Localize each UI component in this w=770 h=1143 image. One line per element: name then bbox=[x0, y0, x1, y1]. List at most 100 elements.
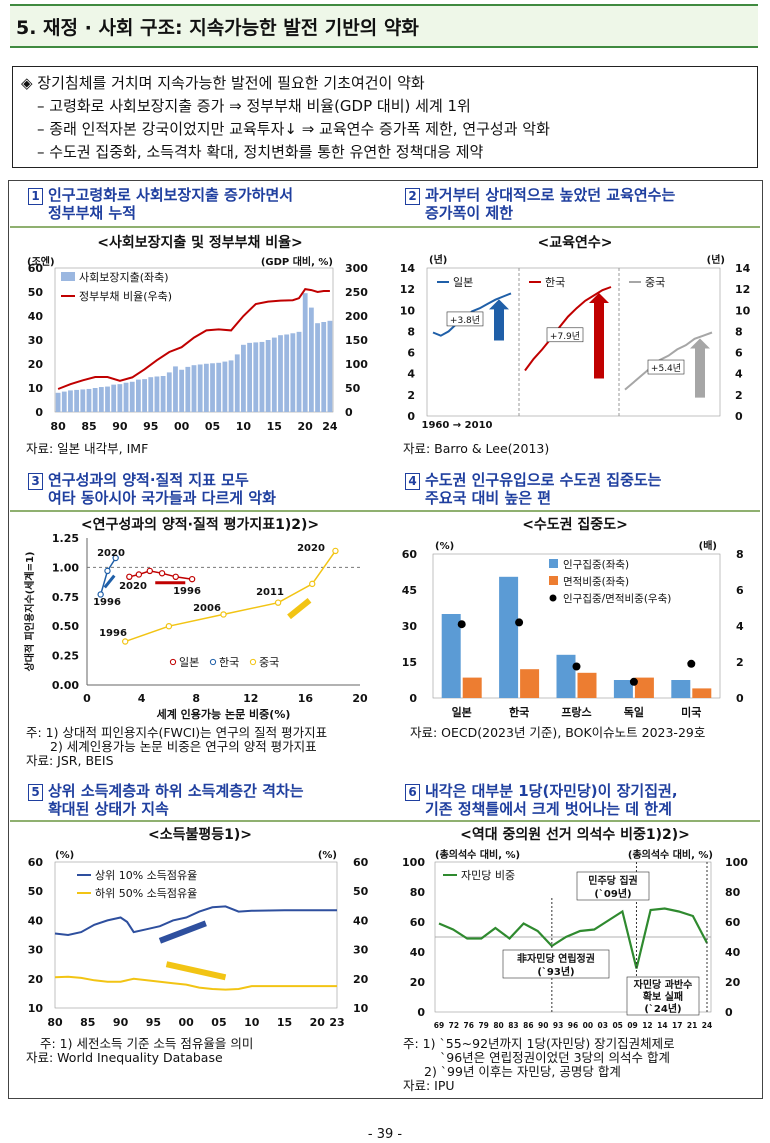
data-point bbox=[515, 618, 524, 627]
series-line bbox=[57, 288, 330, 390]
y-tick-right: 20 bbox=[725, 976, 741, 989]
bar bbox=[216, 362, 222, 412]
y-tick-left: 100 bbox=[402, 856, 425, 869]
series-line bbox=[124, 550, 337, 643]
legend-swatch bbox=[61, 272, 75, 281]
y-tick-left: 50 bbox=[28, 885, 44, 898]
y-tick-left: 10 bbox=[400, 304, 416, 317]
data-point bbox=[158, 570, 166, 577]
data-point bbox=[457, 620, 466, 629]
y-tick-right: 60 bbox=[353, 856, 369, 869]
annotation-label: 1996 bbox=[93, 597, 121, 608]
bar bbox=[556, 654, 576, 698]
x-tick: 69 bbox=[434, 1021, 444, 1030]
data-point bbox=[572, 662, 581, 671]
legend-marker bbox=[169, 658, 177, 666]
y-tick-left: 14 bbox=[400, 262, 416, 275]
chart-4-title: <수도권 집중도> bbox=[522, 517, 628, 533]
annotation-label: 1996 bbox=[173, 586, 201, 597]
y-tick-right: 20 bbox=[353, 973, 369, 986]
plot-area bbox=[426, 267, 721, 417]
note-6-3: 2) `99년 이후는 자민당, 공명당 합계 bbox=[424, 1064, 621, 1079]
x-tick: 90 bbox=[113, 1016, 129, 1029]
y-tick-right: 10 bbox=[353, 1002, 369, 1015]
y-tick-left: 60 bbox=[28, 262, 44, 275]
y-tick-left: 40 bbox=[410, 946, 426, 959]
x-tick: 90 bbox=[538, 1021, 548, 1030]
bar bbox=[80, 389, 86, 412]
y-tick: 0.00 bbox=[52, 679, 79, 692]
y-tick: 1.25 bbox=[52, 532, 79, 545]
chart-education-years: (년) (년) 0 0 2 2 4 4 6 6 8 8 10 10 12 12 14 14 일본 +3.8년 한국 +7.… bbox=[400, 253, 751, 431]
x-tick: 17 bbox=[672, 1021, 682, 1030]
bar bbox=[327, 320, 333, 412]
axis-unit: (GDP 대비, %) bbox=[261, 255, 333, 268]
x-tick: 24 bbox=[322, 420, 338, 433]
y-tick-left: 40 bbox=[28, 914, 44, 927]
bar bbox=[271, 337, 277, 412]
summary-box: ◈ 장기침체를 거치며 지속가능한 발전에 필요한 기초여건이 약화 – 고령화… bbox=[12, 66, 758, 168]
bar bbox=[315, 323, 320, 412]
series-line bbox=[438, 907, 708, 969]
data-point bbox=[687, 659, 696, 668]
bar bbox=[499, 576, 519, 698]
y-tick-left: 4 bbox=[407, 368, 415, 381]
summary-line: ◈ 장기침체를 거치며 지속가능한 발전에 필요한 기초여건이 약화 bbox=[21, 74, 425, 92]
legend-swatch bbox=[549, 559, 558, 568]
legend-label: 자민당 비중 bbox=[461, 869, 515, 882]
x-tick: 8 bbox=[192, 692, 200, 705]
bar bbox=[308, 307, 314, 412]
bar bbox=[290, 333, 296, 412]
bar bbox=[74, 389, 80, 412]
data-point bbox=[274, 599, 282, 606]
y-tick: 0.50 bbox=[52, 620, 79, 633]
y-tick-left: 2 bbox=[407, 389, 415, 402]
x-tick: 00 bbox=[174, 420, 190, 433]
bar bbox=[61, 391, 67, 412]
bar bbox=[265, 340, 271, 412]
annotation-box bbox=[647, 359, 685, 375]
bar bbox=[671, 680, 691, 698]
axis-unit: (조엔) bbox=[27, 255, 55, 268]
bar bbox=[284, 334, 290, 412]
bar bbox=[259, 341, 265, 412]
y-tick-left: 0 bbox=[35, 406, 43, 419]
annotation-label: +3.8년 bbox=[450, 315, 480, 326]
x-tick: 20 bbox=[310, 1016, 326, 1029]
summary-line: – 고령화로 사회보장지출 증가 ⇒ 정부부채 비율(GDP 대비) 세계 1위 bbox=[37, 97, 471, 115]
bar bbox=[136, 379, 141, 412]
annotation-label: 자민당 과반수 bbox=[634, 978, 693, 991]
annotation-label: 확보 실패 bbox=[643, 990, 683, 1003]
y-tick-right: 150 bbox=[345, 334, 368, 347]
y-tick-right: 40 bbox=[353, 914, 369, 927]
x-tick: 12 bbox=[642, 1021, 652, 1030]
y-tick: 1.00 bbox=[52, 561, 79, 574]
legend-label: 면적비중(좌축) bbox=[563, 576, 629, 588]
y-tick-left: 8 bbox=[407, 325, 415, 338]
chart-5-title: <소득불평등1)> bbox=[147, 827, 252, 843]
y-tick-right: 12 bbox=[735, 283, 750, 296]
bar bbox=[117, 384, 123, 412]
panel-2-title: 2 과거부터 상대적으로 높았던 교육연수는 증가폭이 제한 bbox=[405, 187, 675, 222]
bar bbox=[302, 293, 308, 412]
bar bbox=[160, 376, 166, 412]
x-tick: 85 bbox=[80, 1016, 95, 1029]
bar bbox=[129, 381, 135, 412]
data-point bbox=[97, 591, 104, 598]
annotation-label: 2020 bbox=[97, 548, 125, 559]
legend-marker bbox=[209, 658, 217, 666]
y-tick-right: 14 bbox=[735, 262, 751, 275]
source-4: 자료: OECD(2023년 기준), BOK이슈노트 2023-29호 bbox=[410, 725, 706, 740]
x-tick: 10 bbox=[244, 1016, 260, 1029]
bar bbox=[166, 372, 172, 412]
y-tick: 0.25 bbox=[52, 650, 79, 663]
note-3-1: 주: 1) 상대적 피인용지수(FWCI)는 연구의 질적 평가지표 bbox=[26, 725, 328, 740]
x-tick: 20 bbox=[352, 692, 368, 705]
bar bbox=[92, 388, 98, 412]
y-tick-right: 250 bbox=[345, 286, 368, 299]
legend-label: 일본 bbox=[453, 275, 473, 289]
bar bbox=[197, 364, 203, 412]
panel-3-title: 3 연구성과의 양적·질적 지표 모두 여타 동아시아 국가들과 다르게 악화 bbox=[28, 472, 276, 507]
arrow-shape bbox=[489, 299, 509, 341]
arrow-shape bbox=[287, 597, 312, 620]
